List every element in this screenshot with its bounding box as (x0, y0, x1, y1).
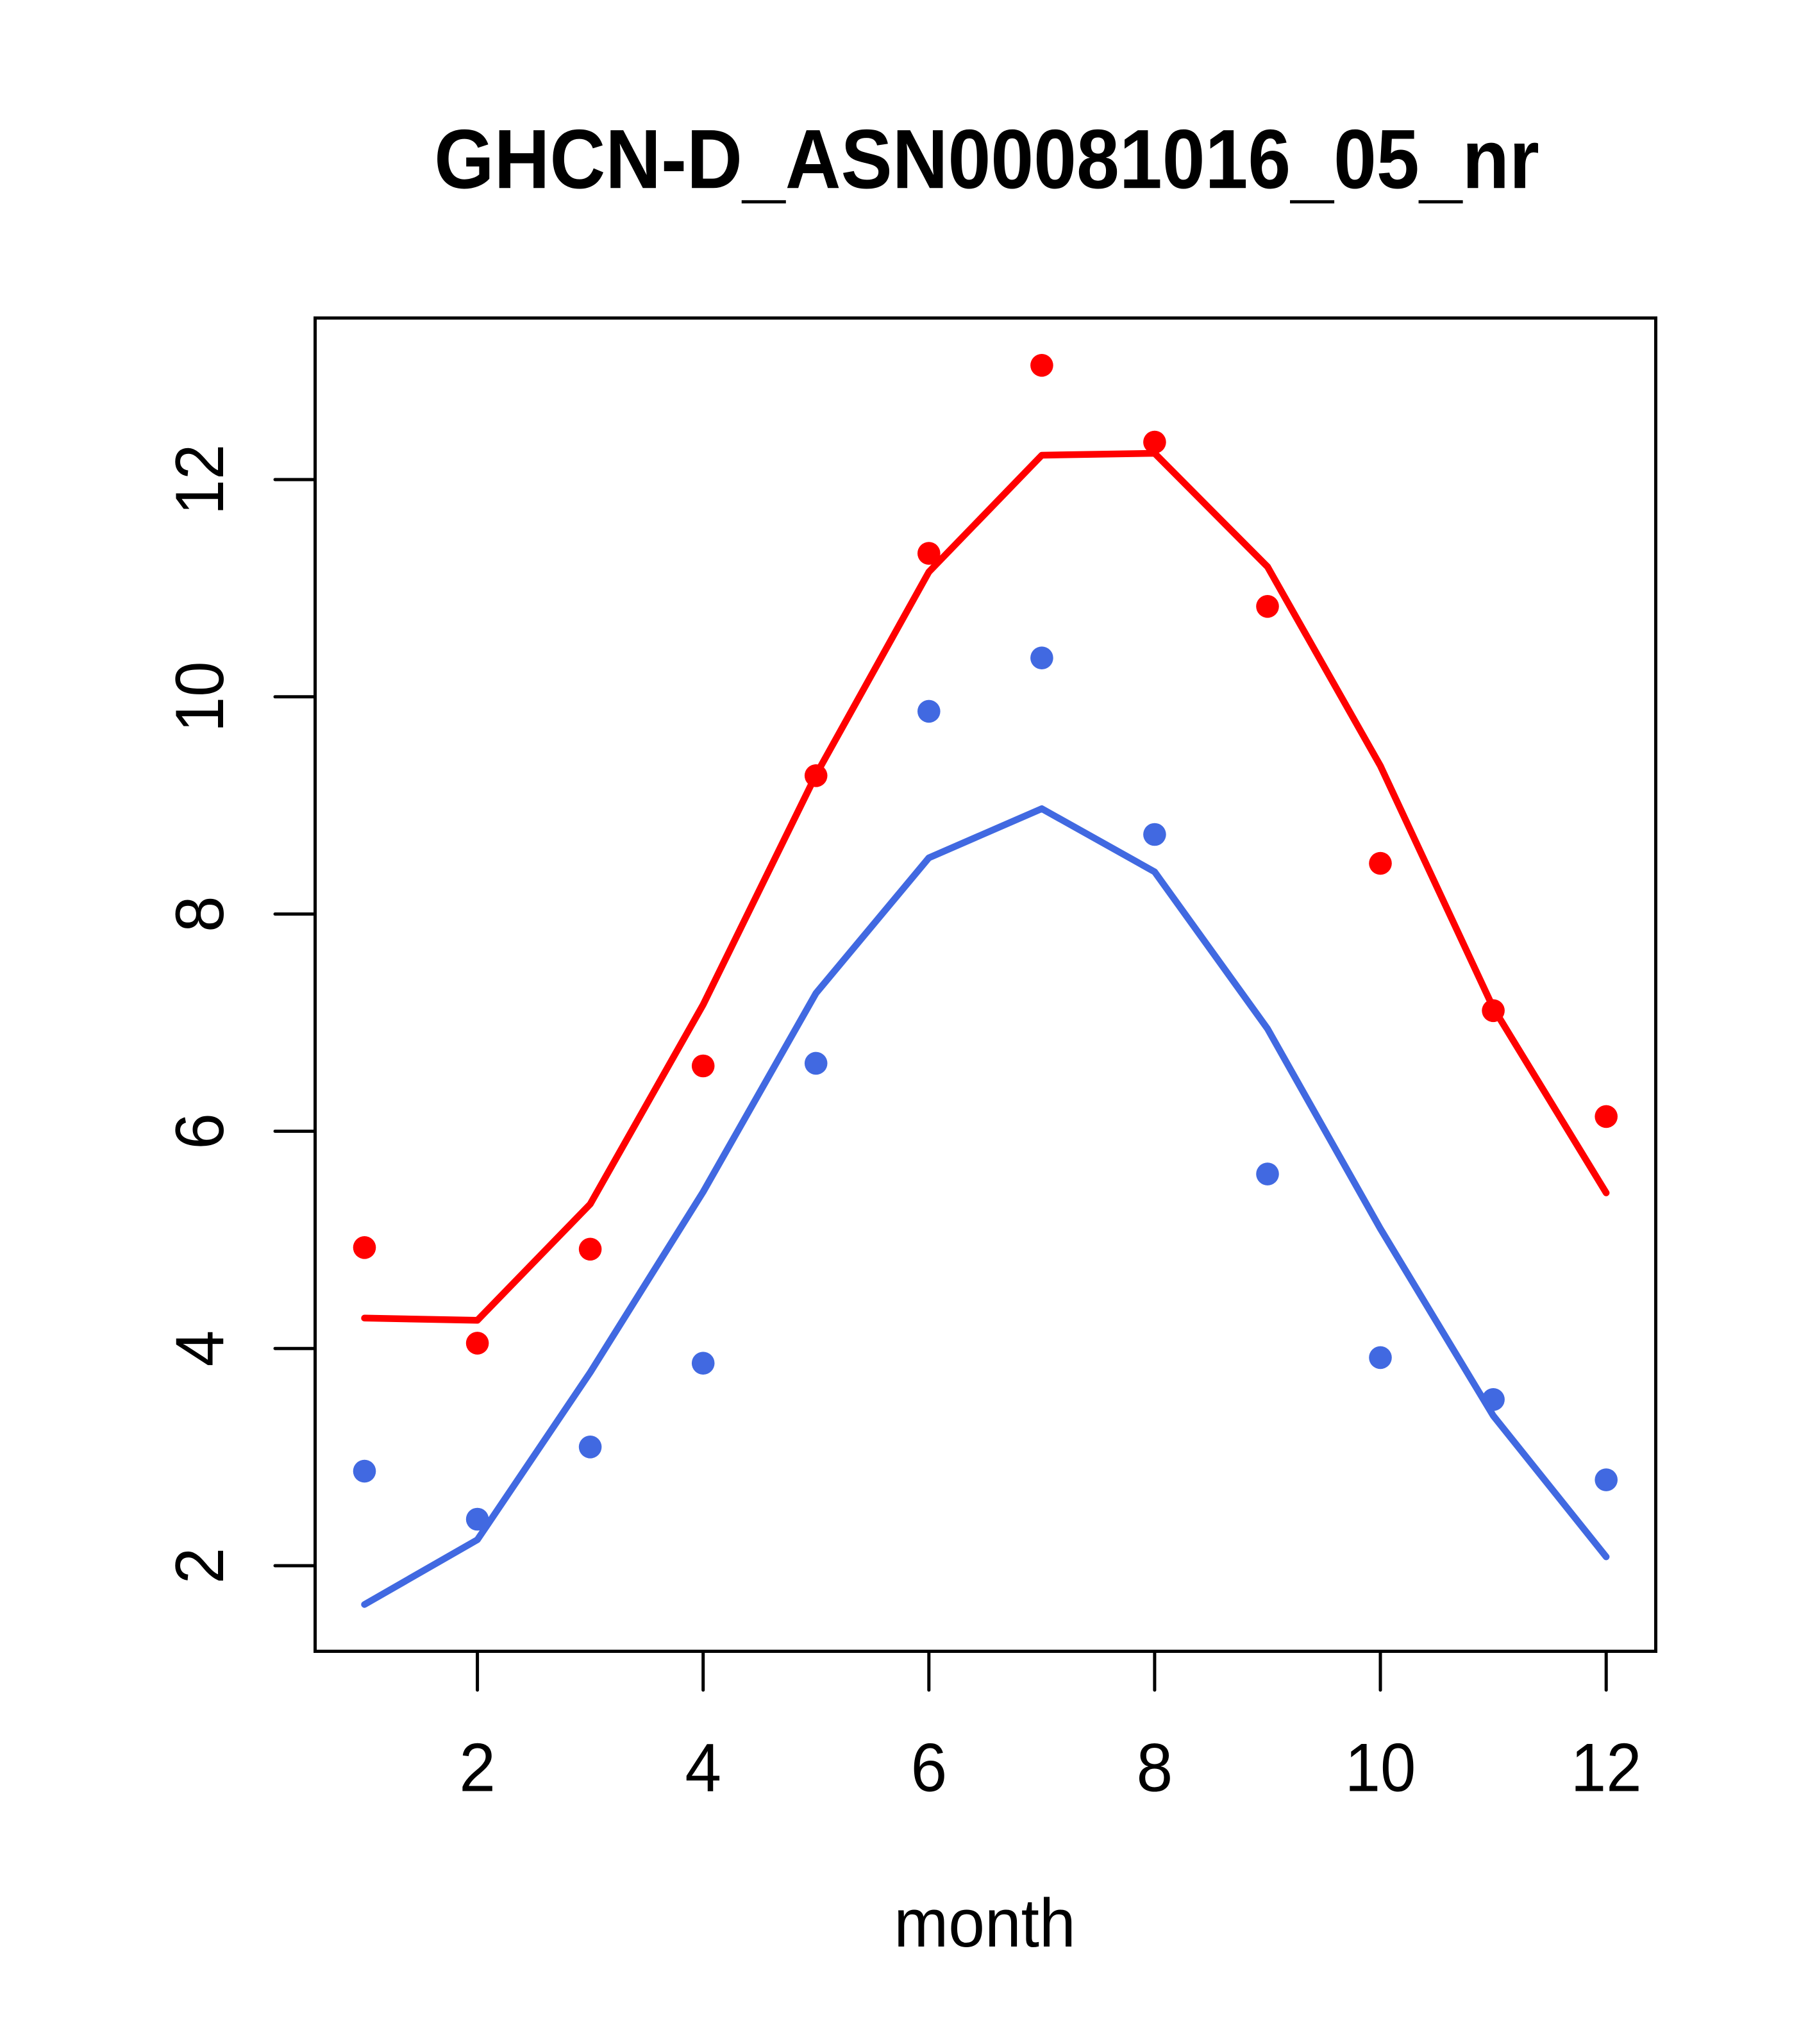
svg-text:2: 2 (162, 1548, 239, 1584)
svg-text:GHCN-D_ASN00081016_05_nr: GHCN-D_ASN00081016_05_nr (434, 112, 1539, 211)
svg-text:6: 6 (910, 1729, 947, 1806)
svg-text:6: 6 (162, 1113, 239, 1150)
svg-text:2: 2 (459, 1729, 496, 1806)
svg-text:10: 10 (161, 661, 238, 732)
svg-text:4: 4 (162, 1330, 239, 1367)
svg-text:10: 10 (1345, 1729, 1416, 1805)
svg-text:8: 8 (162, 896, 239, 932)
svg-text:12: 12 (1571, 1729, 1642, 1805)
svg-text:4: 4 (685, 1729, 721, 1806)
svg-text:8: 8 (1137, 1729, 1173, 1806)
svg-text:12: 12 (161, 444, 238, 515)
svg-text:month: month (894, 1885, 1075, 1962)
